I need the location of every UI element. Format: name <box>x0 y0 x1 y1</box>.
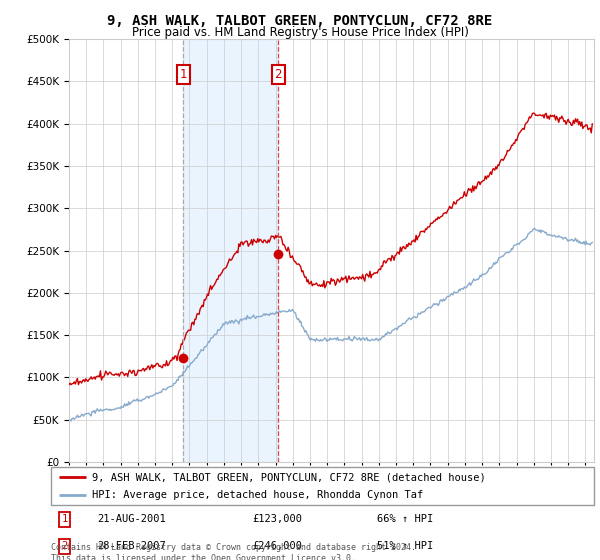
Text: 2: 2 <box>61 542 68 552</box>
Bar <box>183 39 278 462</box>
Text: 9, ASH WALK, TALBOT GREEN, PONTYCLUN, CF72 8RE (detached house): 9, ASH WALK, TALBOT GREEN, PONTYCLUN, CF… <box>92 472 485 482</box>
Text: £123,000: £123,000 <box>252 514 302 524</box>
Text: 21-AUG-2001: 21-AUG-2001 <box>97 514 166 524</box>
Text: HPI: Average price, detached house, Rhondda Cynon Taf: HPI: Average price, detached house, Rhon… <box>92 490 423 500</box>
Text: 66% ↑ HPI: 66% ↑ HPI <box>377 514 433 524</box>
Text: 2: 2 <box>275 68 282 81</box>
Text: 51% ↑ HPI: 51% ↑ HPI <box>377 542 433 552</box>
Text: Price paid vs. HM Land Registry's House Price Index (HPI): Price paid vs. HM Land Registry's House … <box>131 26 469 39</box>
Text: 1: 1 <box>179 68 187 81</box>
Text: £246,000: £246,000 <box>252 542 302 552</box>
Text: 28-FEB-2007: 28-FEB-2007 <box>97 542 166 552</box>
Text: 1: 1 <box>61 514 68 524</box>
Text: 9, ASH WALK, TALBOT GREEN, PONTYCLUN, CF72 8RE: 9, ASH WALK, TALBOT GREEN, PONTYCLUN, CF… <box>107 14 493 28</box>
Text: Contains HM Land Registry data © Crown copyright and database right 2024.
This d: Contains HM Land Registry data © Crown c… <box>51 543 416 560</box>
